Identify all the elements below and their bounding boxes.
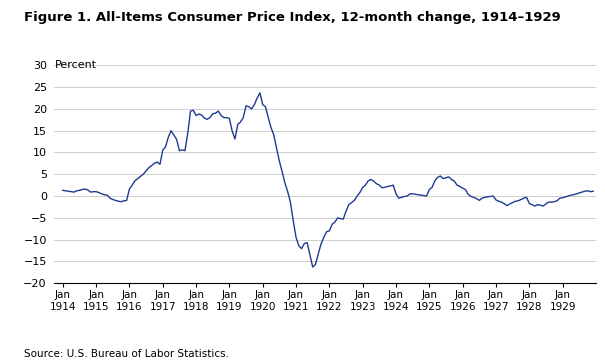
Text: Percent: Percent — [54, 60, 97, 70]
Text: Source: U.S. Bureau of Labor Statistics.: Source: U.S. Bureau of Labor Statistics. — [24, 349, 229, 359]
Text: Figure 1. All-Items Consumer Price Index, 12-month change, 1914–1929: Figure 1. All-Items Consumer Price Index… — [24, 11, 561, 24]
